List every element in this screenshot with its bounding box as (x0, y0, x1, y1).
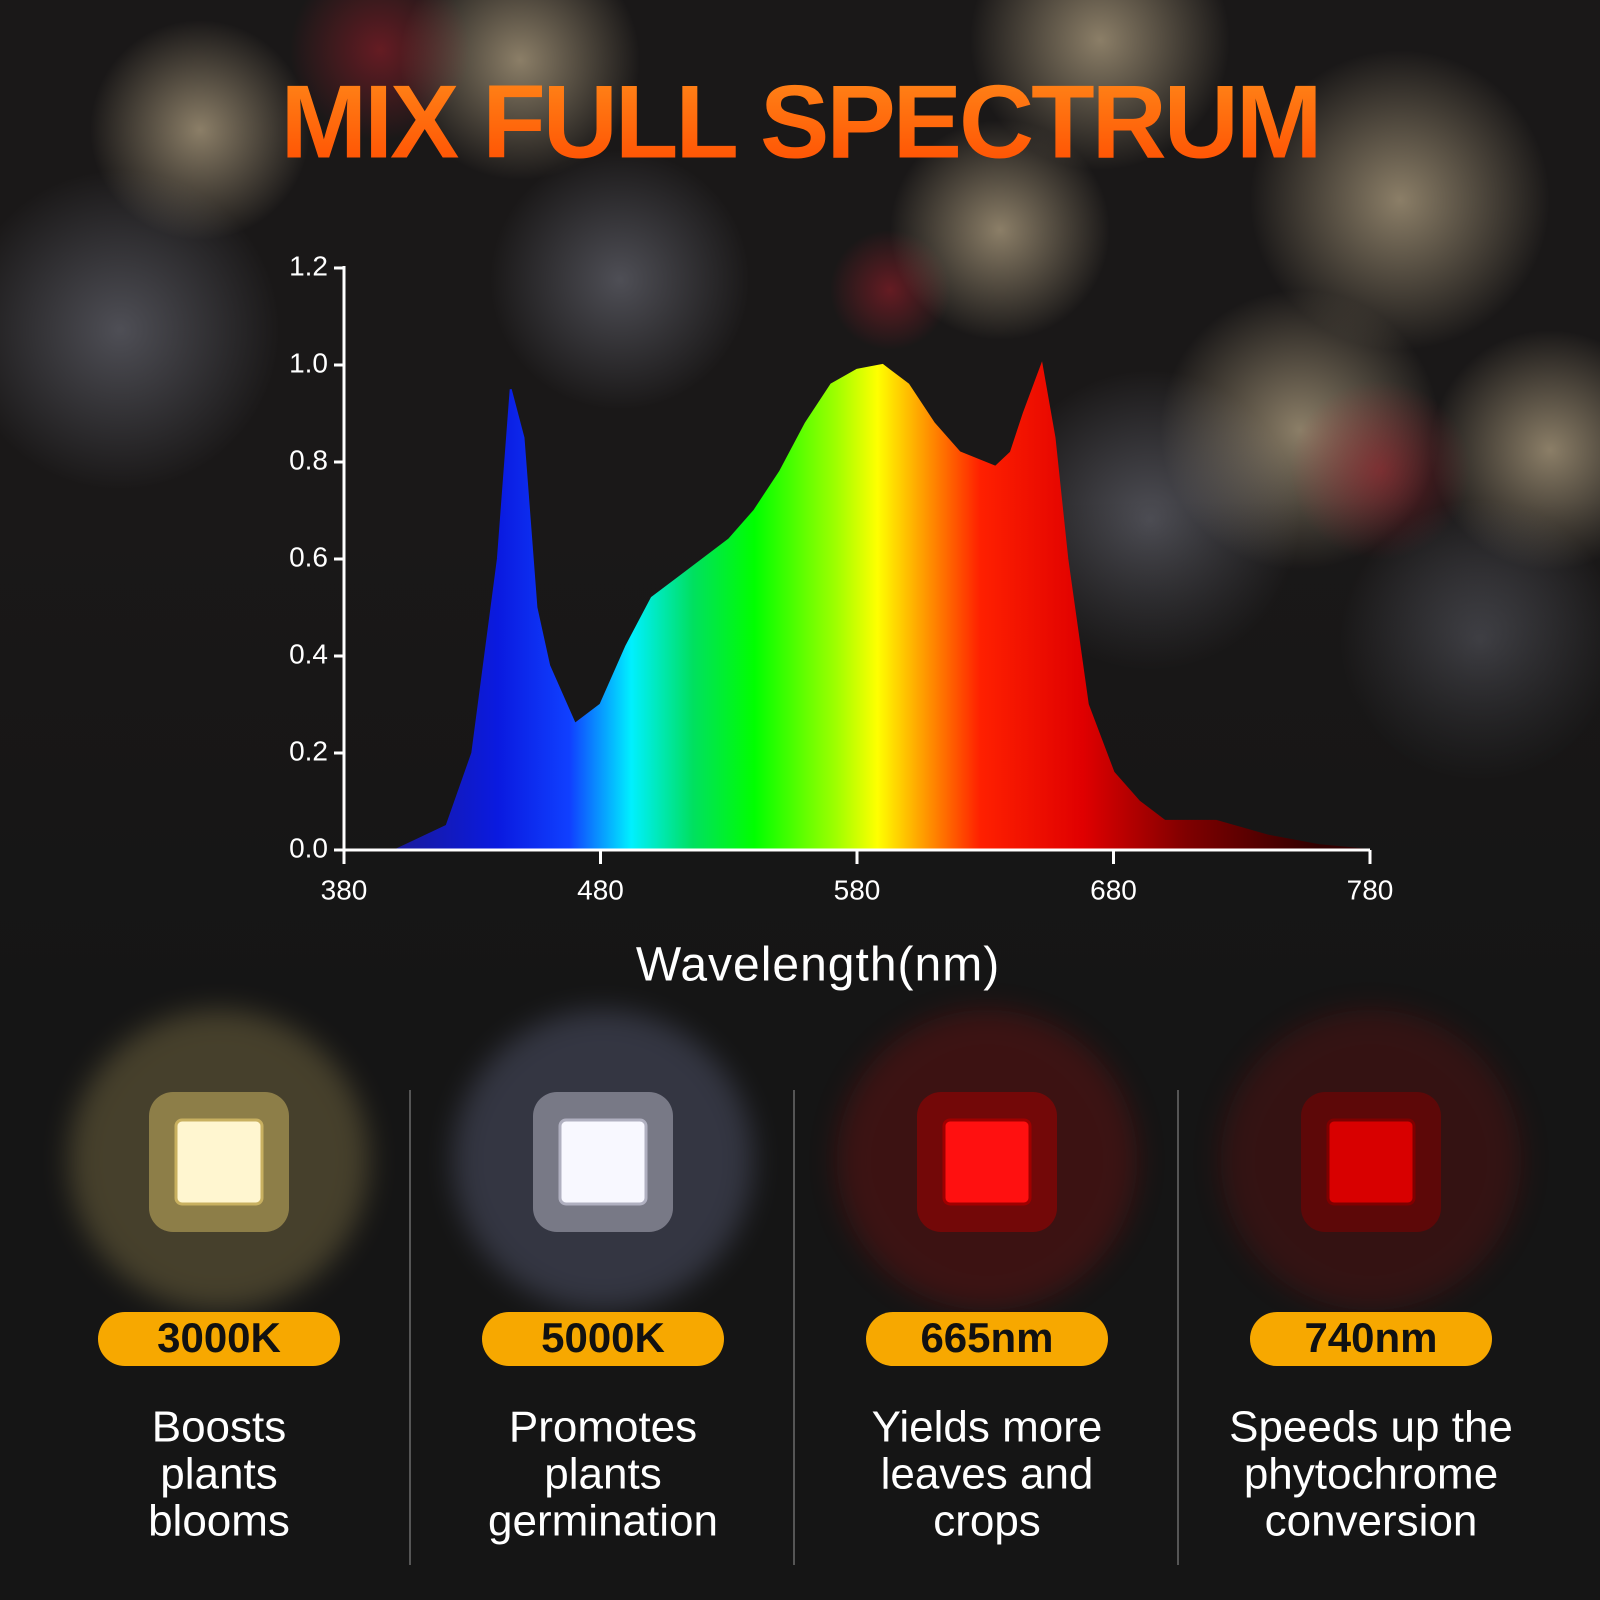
y-tick-label: 0.2 (289, 735, 328, 766)
title: MIX FULL SPECTRUM (280, 64, 1319, 180)
x-tick-label: 780 (1347, 874, 1394, 905)
pill-label: 3000K (157, 1314, 281, 1361)
features: 3000KBoostsplantsblooms5000KPromotesplan… (69, 1010, 1521, 1565)
description-line: blooms (148, 1497, 290, 1546)
led-chip (174, 1118, 264, 1206)
description-line: leaves and (881, 1450, 1094, 1499)
pill (98, 1312, 340, 1366)
pill-label: 740nm (1304, 1314, 1437, 1361)
description-line: Speeds up the (1229, 1403, 1513, 1452)
led-chip (942, 1118, 1032, 1206)
pill-label: 5000K (541, 1314, 665, 1361)
pill (866, 1312, 1108, 1366)
spectrum-line (394, 361, 1371, 851)
x-tick-label: 580 (834, 874, 881, 905)
x-tick-label: 480 (577, 874, 624, 905)
description-line: conversion (1265, 1497, 1478, 1546)
description-line: Boosts (152, 1403, 287, 1452)
pill-label: 665nm (920, 1314, 1053, 1361)
y-tick-label: 0.6 (289, 541, 328, 572)
pill (1250, 1312, 1492, 1366)
x-axis-label: Wavelength(nm) (636, 939, 1000, 992)
led-chip (1326, 1118, 1416, 1206)
y-tick-label: 0.0 (289, 832, 328, 863)
spectrum-fill (395, 365, 1370, 850)
y-tick-label: 0.4 (289, 638, 328, 669)
x-tick-label: 380 (321, 874, 368, 905)
description-line: crops (933, 1497, 1041, 1546)
description-line: germination (488, 1497, 718, 1546)
y-tick-label: 1.0 (289, 347, 328, 378)
chart: 0.0 0.2 0.4 0.6 0.8 1.0 1.2 380 480 580 680 780 Wave… (289, 250, 1393, 991)
y-tick-label: 0.8 (289, 444, 328, 475)
led-chip (558, 1118, 648, 1206)
description-line: plants (160, 1450, 277, 1499)
description-line: Yields more (872, 1403, 1103, 1452)
description-line: plants (544, 1450, 661, 1499)
description-line: Promotes (509, 1403, 697, 1452)
description-line: phytochrome (1244, 1450, 1498, 1499)
x-tick-label: 680 (1090, 874, 1137, 905)
y-tick-label: 1.2 (289, 250, 328, 281)
pill (482, 1312, 724, 1366)
